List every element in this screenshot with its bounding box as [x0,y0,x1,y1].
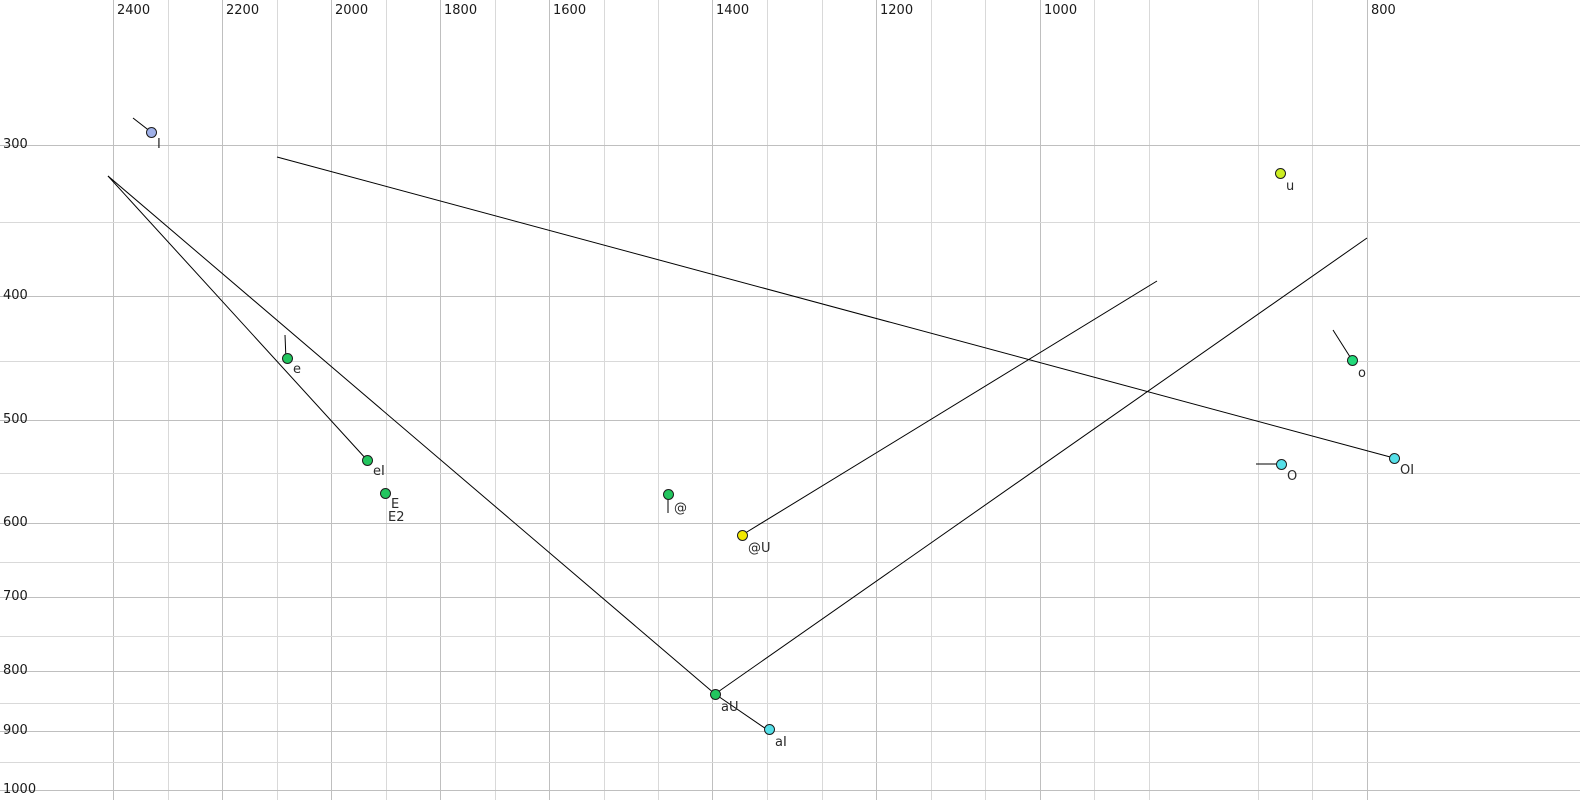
data-point-label-@U: @U [748,541,771,556]
x-tick-label: 800 [1371,3,1396,18]
x-tick-label: 1800 [444,3,478,18]
trajectory-line-diag-aU [107,175,716,695]
data-point-marker-I[interactable] [146,127,157,138]
data-point-marker-OI[interactable] [1389,453,1400,464]
data-point-label-eI: eI [373,464,385,479]
data-point-label-O: O [1287,469,1298,484]
data-point-label-aI: aI [775,735,787,750]
y-tick-label: 600 [3,515,28,530]
data-point-marker-E[interactable] [380,488,391,499]
y-tick-label: 900 [3,723,28,738]
x-tick-label: 1000 [1044,3,1078,18]
trajectory-line-diag-eI [107,175,368,461]
y-tick-label: 1000 [3,782,37,797]
data-point-label-OI: OI [1400,463,1415,478]
data-point-label-E: E [391,497,400,512]
data-point-marker-eI[interactable] [362,455,373,466]
trajectory-line-long-OI [276,156,1395,459]
data-point-label-u: u [1286,179,1295,194]
x-tick-label: 2200 [226,3,260,18]
x-tick-label: 2000 [335,3,369,18]
data-point-marker-@U[interactable] [737,530,748,541]
data-point-label-I: I [157,137,161,152]
y-tick-label: 500 [3,412,28,427]
x-tick-label: 2400 [117,3,151,18]
x-tick-label: 1200 [880,3,914,18]
data-point-label-aU: aU [721,700,739,715]
x-tick-label: 1600 [553,3,587,18]
data-point-label-o: o [1358,366,1366,381]
trajectory-line-rise-atU [741,280,1158,536]
y-tick-label: 800 [3,663,28,678]
data-point-marker-O[interactable] [1276,459,1287,470]
trajectory-line-aU-to-aI [714,693,773,734]
y-tick-label: 400 [3,288,28,303]
data-point-label-@: @ [674,501,687,516]
y-tick-label: 700 [3,589,28,604]
data-point-marker-e[interactable] [282,353,293,364]
data-point-marker-u[interactable] [1275,168,1286,179]
trajectory-line-rise-aU-far [714,237,1368,695]
x-tick-label: 1400 [716,3,750,18]
y-tick-label: 300 [3,137,28,152]
data-point-label-E2: E2 [388,510,405,525]
data-point-marker-aU[interactable] [710,689,721,700]
data-point-marker-@[interactable] [663,489,674,500]
data-point-marker-o[interactable] [1347,355,1358,366]
data-point-marker-aI[interactable] [764,724,775,735]
data-point-label-e: e [293,362,301,377]
